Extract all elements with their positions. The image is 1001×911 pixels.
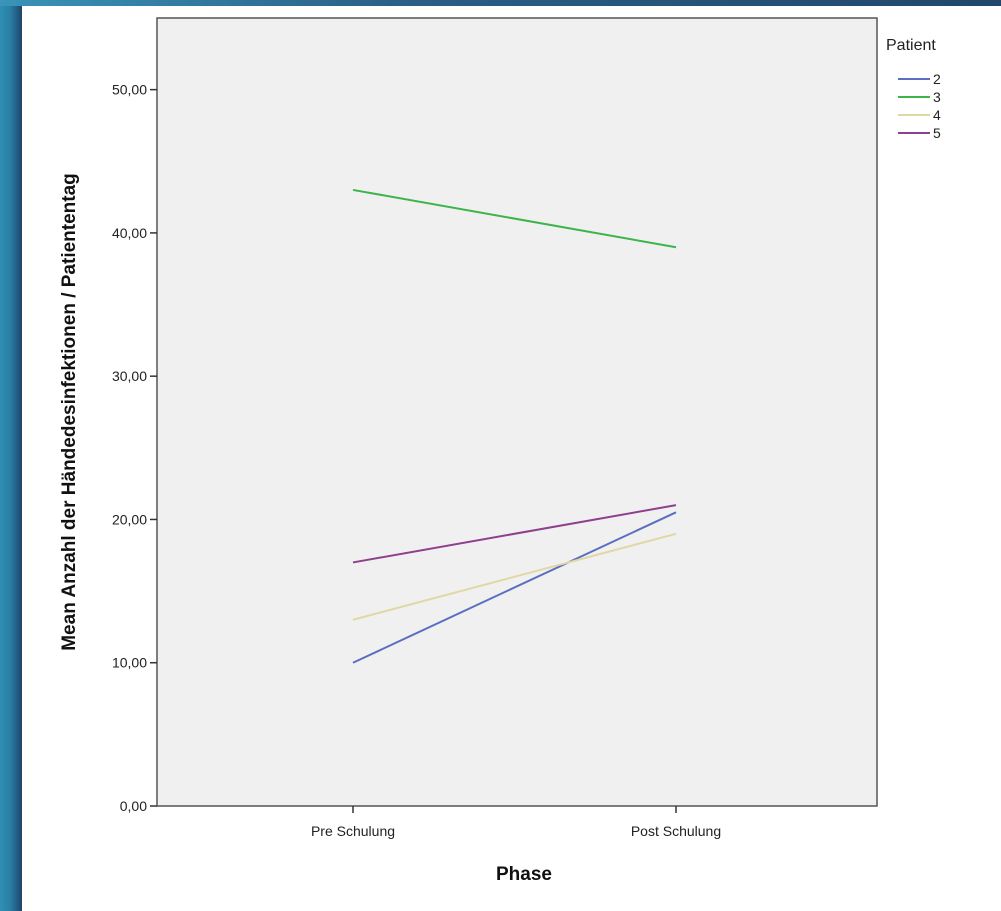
series-line-patient-5 xyxy=(352,504,677,564)
y-tick-label: 40,00 xyxy=(112,225,147,241)
series-line-patient-3 xyxy=(352,188,677,249)
legend-label-patient-4: 4 xyxy=(933,107,941,123)
y-tick-label: 20,00 xyxy=(112,511,147,527)
y-axis-title: Mean Anzahl der Händedesinfektionen / Pa… xyxy=(59,173,80,651)
legend-label-patient-5: 5 xyxy=(933,125,941,141)
y-tick-label: 30,00 xyxy=(112,368,147,384)
legend-label-patient-2: 2 xyxy=(933,71,941,87)
legend-label-patient-3: 3 xyxy=(933,89,941,105)
x-tick-label: Post Schulung xyxy=(631,823,721,839)
x-axis: Pre Schulung Post Schulung xyxy=(311,806,721,839)
plot-area xyxy=(156,17,878,807)
y-tick-label: 50,00 xyxy=(112,82,147,98)
series-line-patient-2 xyxy=(352,511,677,664)
legend-title: Patient xyxy=(886,37,936,54)
legend: Patient 2 3 4 5 xyxy=(886,37,941,141)
series-line-patient-4 xyxy=(352,532,677,621)
y-tick-label: 0,00 xyxy=(120,798,147,814)
y-axis: 0,00 10,00 20,00 30,00 40,00 50,00 xyxy=(112,82,157,814)
top-accent-bar xyxy=(0,0,1001,6)
series-layer xyxy=(352,188,677,664)
x-tick-label: Pre Schulung xyxy=(311,823,395,839)
y-tick-label: 10,00 xyxy=(112,655,147,671)
x-axis-title: Phase xyxy=(496,864,552,885)
